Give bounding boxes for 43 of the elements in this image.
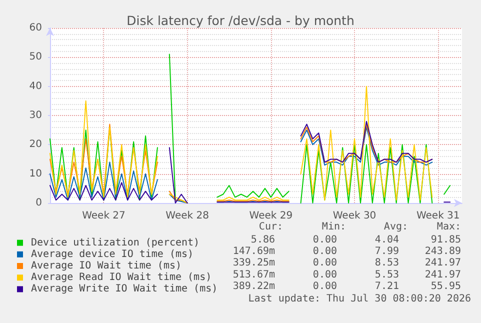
text: 241.97 — [424, 269, 461, 280]
text: 0.00 — [312, 280, 338, 292]
text: Last update: Thu Jul 30 08:00:20 2026 — [248, 294, 472, 304]
text: 0.00 — [312, 234, 338, 246]
chart-title: Disk latency for /dev/sda - by month — [126, 13, 354, 28]
text: Avg: — [384, 222, 408, 232]
y-tick-label: 40 — [29, 80, 42, 92]
y-tick-label: 20 — [29, 139, 42, 150]
y-tick-label: 60 — [29, 22, 42, 34]
text: 513.67m — [232, 269, 276, 280]
text: 339.25m — [232, 258, 276, 269]
legend-label: Average Write IO Wait time (ms) — [31, 284, 218, 295]
y-tick-label: 0 — [36, 198, 42, 208]
text: Max: — [436, 222, 462, 232]
text: 0.00 — [312, 246, 338, 258]
x-tick-label: Week 30 — [332, 210, 376, 222]
legend-label: Average Read IO Wait time (ms) — [31, 272, 212, 284]
legend-label: Average IO Wait time (ms) — [31, 260, 182, 272]
y-tick-label: 10 — [29, 168, 42, 180]
text: 147.69m — [232, 246, 276, 258]
y-tick-label: 50 — [29, 52, 42, 63]
text: 5.53 — [374, 269, 400, 280]
x-tick-label: Week 31 — [416, 210, 460, 222]
text: 5.86 — [250, 234, 276, 246]
text: 243.89 — [424, 246, 461, 258]
text: 0.00 — [312, 258, 338, 269]
text: 91.85 — [430, 234, 462, 246]
text: 0.00 — [312, 269, 338, 280]
x-tick-label: Week 28 — [166, 210, 209, 222]
legend-label: Device utilization (percent) — [31, 237, 200, 248]
text: 389.22m — [232, 280, 276, 292]
x-tick-label: Week 29 — [249, 210, 293, 222]
legend-label: Average device IO time (ms) — [31, 248, 194, 260]
text: 241.97 — [424, 258, 461, 269]
text: 7.21 — [374, 280, 400, 292]
text: 4.04 — [374, 234, 400, 246]
text: Cur: — [258, 222, 284, 232]
text: 8.53 — [374, 258, 400, 269]
text: 55.95 — [430, 280, 462, 292]
text: Min: — [322, 222, 346, 232]
text: 7.99 — [374, 246, 400, 258]
x-tick-label: Week 27 — [82, 210, 126, 222]
y-tick-label: 30 — [29, 110, 42, 121]
